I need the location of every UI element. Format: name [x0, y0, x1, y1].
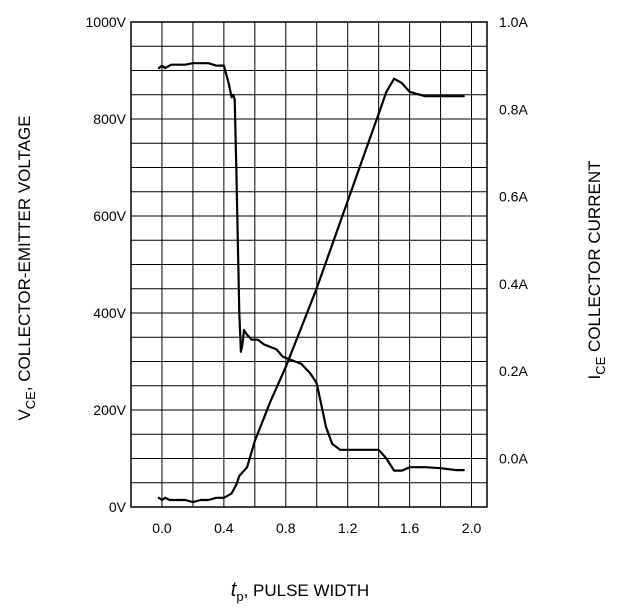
x-axis-title: tp, PULSE WIDTH — [231, 579, 369, 604]
collector-current-trace — [157, 77, 465, 504]
y-left-tick-label: 1000V — [86, 14, 127, 30]
plot-frame — [130, 21, 488, 508]
y-right-tick-label: 1.0A — [499, 14, 528, 30]
y-left-tick-label: 0V — [109, 499, 127, 515]
y-right-tick-label: 0.0A — [499, 451, 528, 467]
y-left-tick-label: 200V — [93, 402, 126, 418]
y-right-tick-label: 0.8A — [499, 101, 528, 117]
x-tick-label: 1.6 — [400, 520, 420, 536]
y-left-tick-label: 600V — [93, 208, 126, 224]
y-right-tick-label: 0.4A — [499, 276, 528, 292]
x-tick-label: 2.0 — [462, 520, 482, 536]
traces — [157, 62, 465, 504]
y-axis-left-title: VCE, COLLECTOR-EMITTER VOLTAGE — [15, 115, 38, 420]
collector-emitter-voltage-trace — [157, 62, 465, 472]
x-tick-label: 0.4 — [214, 520, 234, 536]
tick-labels: 0.0 0.4 0.8 1.2 1.6 2.0 0V 200V 400V 600V 800V 1000… — [86, 14, 529, 536]
y-left-tick-label: 400V — [93, 305, 126, 321]
y-left-tick-label: 800V — [93, 111, 126, 127]
grid — [131, 22, 487, 507]
y-right-tick-label: 0.2A — [499, 363, 528, 379]
x-tick-label: 0.0 — [152, 520, 172, 536]
x-tick-label: 1.2 — [338, 520, 358, 536]
y-axis-right-title: ICE COLLECTOR CURRENT — [585, 161, 608, 380]
x-tick-label: 0.8 — [276, 520, 296, 536]
y-right-tick-label: 0.6A — [499, 189, 528, 205]
